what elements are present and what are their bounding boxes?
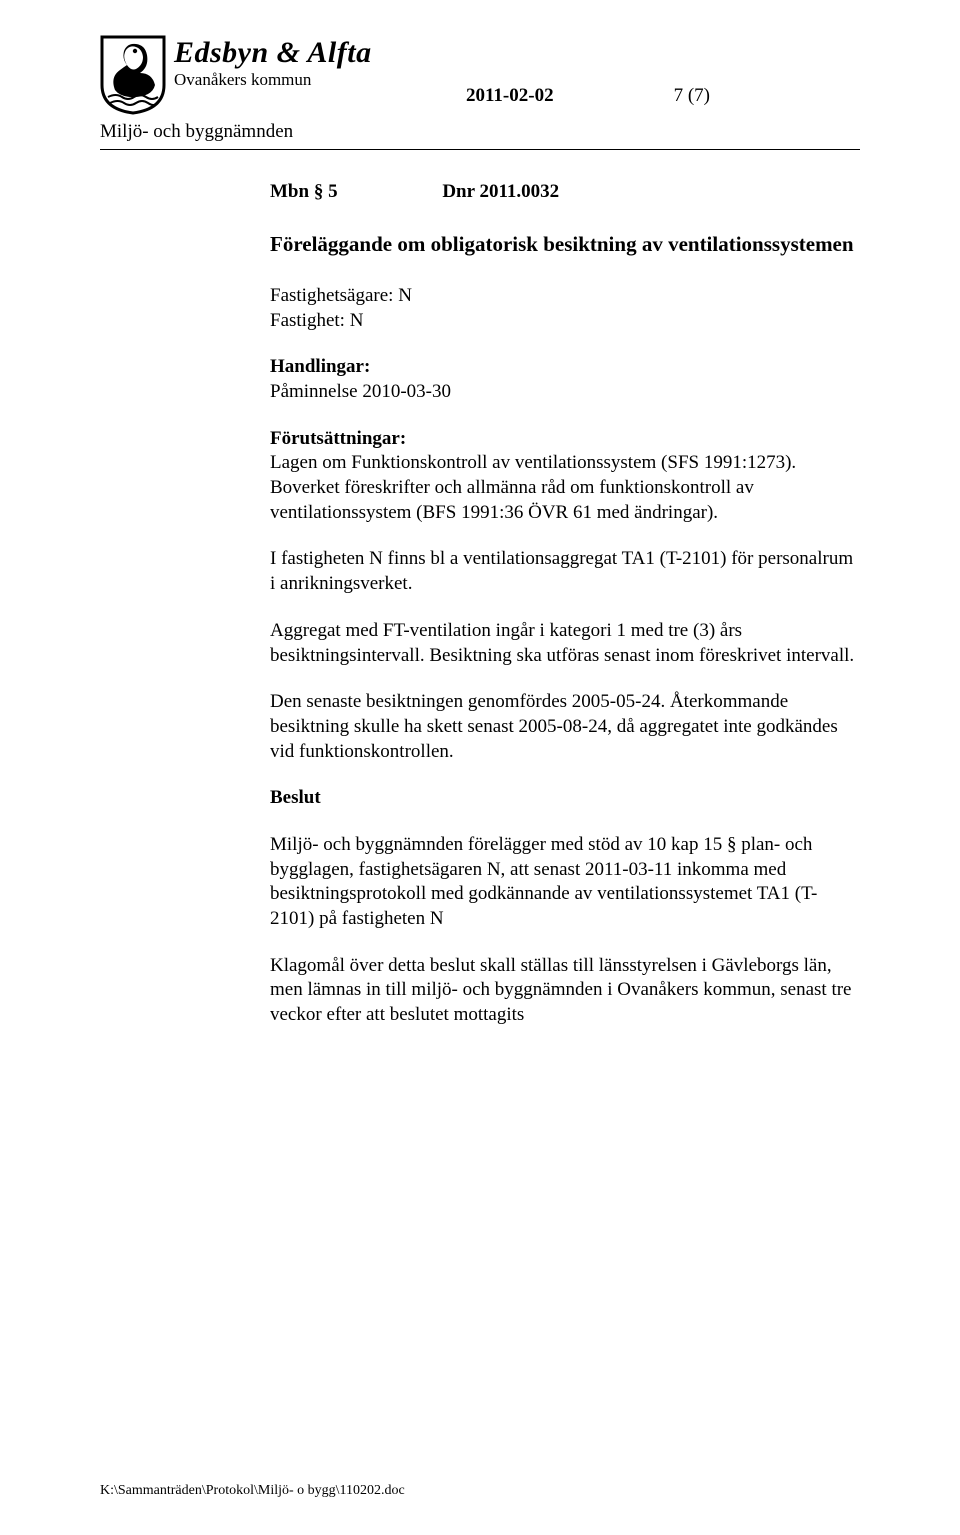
municipality-logo-icon	[100, 35, 166, 115]
footer-path: K:\Sammanträden\Protokol\Miljö- o bygg\1…	[100, 1483, 405, 1499]
mbn-ref: Mbn § 5	[270, 181, 338, 202]
document-body: Mbn § 5 Dnr 2011.0032 Föreläggande om ob…	[270, 180, 860, 1028]
owner-line: Fastighetsägare: N	[270, 284, 860, 309]
date-and-page: 2011-02-02 7 (7)	[466, 35, 860, 107]
committee-name: Miljö- och byggnämnden	[100, 121, 860, 143]
document-title: Föreläggande om obligatorisk besiktning …	[270, 231, 860, 258]
forutsattningar-p2: I fastigheten N finns bl a ventilationsa…	[270, 547, 860, 596]
forutsattningar-block: Förutsättningar: Lagen om Funktionskontr…	[270, 427, 860, 526]
header-row: Edsbyn & Alfta Ovanåkers kommun 2011-02-…	[100, 35, 860, 115]
logo-text: Edsbyn & Alfta Ovanåkers kommun	[174, 35, 372, 88]
forutsattningar-p3: Aggregat med FT-ventilation ingår i kate…	[270, 619, 860, 668]
handlingar-line: Påminnelse 2010-03-30	[270, 380, 860, 405]
page-indicator: 7 (7)	[674, 85, 710, 107]
beslut-p2: Klagomål över detta beslut skall ställas…	[270, 954, 860, 1028]
handlingar-block: Handlingar: Påminnelse 2010-03-30	[270, 355, 860, 404]
logo-subtitle: Ovanåkers kommun	[174, 71, 372, 89]
reference-line: Mbn § 5 Dnr 2011.0032	[270, 180, 860, 205]
header-divider	[100, 149, 860, 150]
document-page: Edsbyn & Alfta Ovanåkers kommun 2011-02-…	[0, 0, 960, 1080]
forutsattningar-heading: Förutsättningar:	[270, 427, 860, 452]
owner-block: Fastighetsägare: N Fastighet: N	[270, 284, 860, 333]
logo-block: Edsbyn & Alfta Ovanåkers kommun	[100, 35, 372, 115]
forutsattningar-p1: Lagen om Funktionskontroll av ventilatio…	[270, 451, 860, 525]
logo-title: Edsbyn & Alfta	[174, 37, 372, 69]
forutsattningar-p4: Den senaste besiktningen genomfördes 200…	[270, 690, 860, 764]
beslut-heading: Beslut	[270, 786, 860, 811]
property-line: Fastighet: N	[270, 309, 860, 334]
beslut-p1: Miljö- och byggnämnden förelägger med st…	[270, 833, 860, 932]
handlingar-heading: Handlingar:	[270, 355, 860, 380]
document-date: 2011-02-02	[466, 85, 554, 107]
dnr-ref: Dnr 2011.0032	[442, 181, 559, 202]
